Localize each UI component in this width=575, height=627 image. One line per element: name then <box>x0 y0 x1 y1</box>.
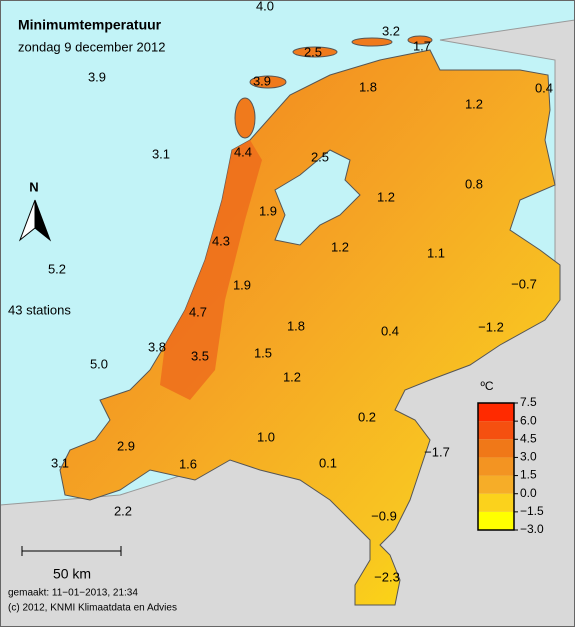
station-value: 2.2 <box>114 503 132 518</box>
legend-bin <box>478 403 514 422</box>
station-value: 4.4 <box>234 144 252 159</box>
station-value: 2.9 <box>117 438 135 453</box>
legend-tick-label: 4.5 <box>520 431 537 445</box>
north-arrow <box>34 199 52 242</box>
legend-tick-label: 6.0 <box>520 413 537 427</box>
legend-unit: ºC <box>480 379 493 393</box>
legend-tick-label: −3.0 <box>520 522 544 536</box>
station-value: 1.7 <box>413 38 431 53</box>
station-value: 4.0 <box>256 0 274 13</box>
station-value: 1.0 <box>257 429 275 444</box>
station-value: −1.7 <box>424 444 450 459</box>
netherlands <box>59 49 561 606</box>
station-value: 1.2 <box>331 239 349 254</box>
coastal-band <box>160 140 262 400</box>
wadden-islands <box>234 35 433 139</box>
station-value: 1.9 <box>259 203 277 218</box>
station-value: 1.8 <box>359 79 377 94</box>
legend-bin <box>478 511 514 530</box>
station-value: 1.8 <box>287 318 305 333</box>
legend-bin <box>478 421 514 440</box>
legend-bin <box>478 439 514 458</box>
neighbour-land <box>0 19 575 627</box>
north-label: N <box>29 179 38 194</box>
station-value: 0.4 <box>381 323 399 338</box>
station-value: 0.2 <box>358 409 376 424</box>
subtitle: zondag 9 december 2012 <box>18 39 165 54</box>
station-value: 5.2 <box>48 261 66 276</box>
station-value: 3.5 <box>191 348 209 363</box>
station-value: 0.4 <box>535 80 553 95</box>
station-value: 1.9 <box>233 277 251 292</box>
title: Minimumtemperatuur <box>18 17 162 33</box>
legend-tick-label: 1.5 <box>520 468 537 482</box>
station-value: 1.2 <box>377 189 395 204</box>
station-value: 1.5 <box>254 345 272 360</box>
scale-label: 50 km <box>53 566 91 582</box>
legend-bin <box>478 475 514 494</box>
station-value: 0.1 <box>319 455 337 470</box>
legend-bin <box>478 493 514 512</box>
legend-tick-label: 7.5 <box>520 395 537 409</box>
scale-bar <box>21 546 122 556</box>
station-value: −1.2 <box>478 319 504 334</box>
footer-copyright: (c) 2012, KNMI Klimaatdata en Advies <box>8 603 177 614</box>
legend-tick-label: 3.0 <box>520 450 537 464</box>
legend-frame <box>477 402 515 531</box>
station-value: 3.9 <box>88 69 106 84</box>
station-count: 43 stations <box>8 302 71 317</box>
footer-made: gemaakt: 11−01−2013, 21:34 <box>8 588 138 599</box>
station-value: 1.1 <box>427 245 445 260</box>
station-value: 4.7 <box>189 304 207 319</box>
station-value: 2.5 <box>311 149 329 164</box>
station-value: 0.8 <box>465 176 483 191</box>
legend-tick-label: −1.5 <box>520 504 544 518</box>
station-value: 2.5 <box>304 44 322 59</box>
station-value: 5.0 <box>90 356 108 371</box>
station-value: 3.9 <box>253 73 271 88</box>
station-value: 3.1 <box>51 455 69 470</box>
station-value: 3.2 <box>382 23 400 38</box>
station-value: 3.1 <box>152 146 170 161</box>
station-value: 1.2 <box>465 96 483 111</box>
station-value: 1.2 <box>283 369 301 384</box>
station-value: 1.6 <box>179 456 197 471</box>
station-value: 3.8 <box>148 339 166 354</box>
station-value: 4.3 <box>212 233 230 248</box>
legend-tick-label: 0.0 <box>520 486 537 500</box>
ijsselmeer <box>274 149 361 246</box>
station-value: −0.7 <box>511 276 537 291</box>
legend-bin <box>478 457 514 476</box>
station-value: −2.3 <box>374 569 400 584</box>
station-value: −0.9 <box>371 508 397 523</box>
